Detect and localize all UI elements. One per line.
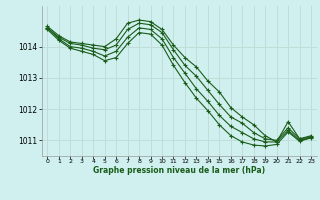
X-axis label: Graphe pression niveau de la mer (hPa): Graphe pression niveau de la mer (hPa) — [93, 166, 265, 175]
